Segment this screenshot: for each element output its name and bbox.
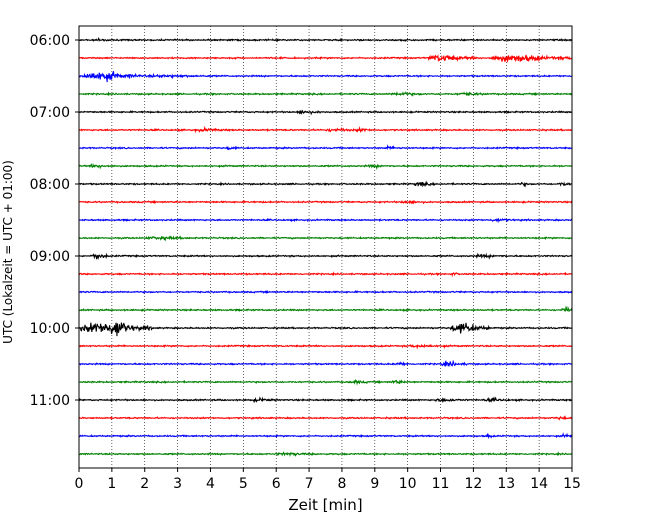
- trace-0915: [78, 271, 573, 278]
- trace-1145: [78, 451, 573, 457]
- x-tick-label: 8: [337, 476, 346, 492]
- x-tick-label: 2: [140, 476, 149, 492]
- trace-0815: [78, 199, 573, 205]
- x-tick-label: 12: [464, 476, 482, 492]
- trace-1130: [78, 432, 573, 440]
- y-tick-label: 08:00: [30, 177, 70, 193]
- trace-1045: [78, 378, 573, 386]
- trace-0930: [78, 289, 573, 295]
- y-axis-ticks: 06:00 07:00 08:00 09:00 10:00 11:00: [30, 33, 79, 409]
- x-tick-label: 11: [432, 476, 450, 492]
- trace-0730: [78, 144, 573, 151]
- trace-1100: [78, 396, 573, 404]
- trace-0615: [78, 54, 573, 64]
- y-tick-label: 11:00: [30, 393, 70, 409]
- plot-frame: [78, 25, 573, 469]
- trace-1030: [78, 359, 573, 368]
- trace-0645: [78, 91, 573, 97]
- trace-0600: [78, 36, 573, 43]
- x-tick-label: 5: [239, 476, 248, 492]
- y-axis-label: UTC (Lokalzeit = UTC + 01:00): [1, 160, 15, 344]
- y-tick-label: 07:00: [30, 105, 70, 121]
- grid-lines: [111, 26, 540, 468]
- x-tick-label: 10: [399, 476, 417, 492]
- x-tick-label: 9: [370, 476, 379, 492]
- trace-0845: [78, 235, 573, 242]
- trace-0900: [78, 252, 573, 261]
- x-axis-ticks: 0 1 2 3 4 5 6 7 8 9 10 11 12 13 14 15: [75, 468, 581, 492]
- x-tick-label: 13: [497, 476, 515, 492]
- y-tick-label: 10:00: [30, 321, 70, 337]
- x-tick-label: 14: [530, 476, 548, 492]
- trace-0830: [78, 217, 573, 224]
- trace-0800: [78, 180, 573, 188]
- y-tick-label: 09:00: [30, 249, 70, 265]
- x-tick-label: 1: [107, 476, 116, 492]
- trace-0630: [78, 71, 573, 83]
- trace-0745: [78, 163, 573, 171]
- trace-0700: [78, 109, 573, 116]
- seismic-traces: [78, 36, 573, 457]
- x-axis-label: Zeit [min]: [288, 496, 362, 514]
- x-tick-label: 4: [206, 476, 215, 492]
- trace-0945: [78, 305, 573, 313]
- x-tick-label: 0: [75, 476, 84, 492]
- trace-1015: [78, 343, 573, 350]
- x-tick-label: 15: [563, 476, 581, 492]
- x-tick-label: 3: [173, 476, 182, 492]
- trace-1115: [78, 415, 573, 421]
- trace-1000: [78, 322, 573, 337]
- trace-0715: [78, 125, 573, 134]
- x-tick-label: 7: [305, 476, 314, 492]
- y-tick-label: 06:00: [30, 33, 70, 49]
- x-tick-label: 6: [272, 476, 281, 492]
